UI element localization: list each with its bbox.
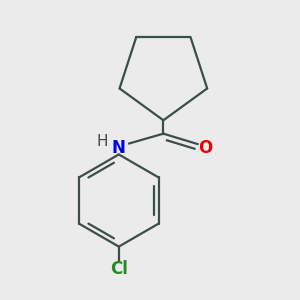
Text: H: H	[97, 134, 108, 149]
Text: N: N	[112, 139, 126, 157]
Text: Cl: Cl	[110, 260, 128, 278]
Text: O: O	[198, 139, 212, 157]
